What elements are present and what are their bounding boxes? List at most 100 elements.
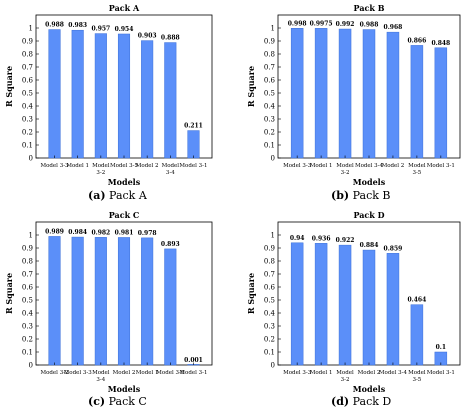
x-tick-label-c-4: Model 1: [136, 370, 159, 376]
x-tick-label-b-6: Model 3-1: [427, 163, 455, 169]
x-tick-label-b-2-1: 3-2: [341, 170, 350, 176]
bar-c-2: [94, 237, 107, 366]
chart-b: Pack B 0 0.1 0.2 0.3 0.4 0.5 0.6 0.7 0.8 0.9 1 R Squ…: [246, 3, 461, 187]
x-tick-label-a-0: Model 3-3: [40, 163, 69, 169]
data-label-d-0: 0.94: [290, 235, 305, 242]
x-tick-label-a-4: Model 2: [136, 163, 159, 169]
bar-b-6: [434, 47, 448, 159]
bar-a-1: [71, 29, 84, 159]
y-tick-label-d-10: 1: [271, 232, 275, 240]
x-tick-label-c-1: Model 3-3: [64, 370, 93, 376]
x-tick-label-c-3: Model 2: [113, 370, 136, 376]
data-label-a-3: 0.954: [115, 26, 134, 33]
y-tick-label-b-9: 0.9: [264, 38, 275, 46]
x-axis-label-b: Models: [353, 177, 386, 187]
bar-d-5: [410, 304, 424, 366]
y-tick-label-a-5: 0.5: [22, 90, 33, 98]
bar-c-5: [164, 248, 177, 366]
data-label-c-5: 0.893: [161, 241, 180, 248]
caption-d: (d) Pack D: [331, 395, 391, 408]
data-label-c-4: 0.978: [138, 230, 157, 237]
data-label-c-6: 0.001: [184, 357, 203, 364]
y-tick-label-c-3: 0.3: [22, 323, 33, 331]
bar-c-4: [141, 237, 154, 366]
y-tick-label-d-1: 0.1: [264, 349, 275, 357]
x-tick-label-d-3: Model 2: [358, 370, 381, 376]
x-axis-label-d: Models: [353, 384, 386, 394]
x-tick-label-a-5-1: 3-4: [166, 170, 175, 176]
data-label-b-6: 0.848: [431, 40, 450, 47]
x-tick-label-c-0: Model 3-2: [40, 370, 68, 376]
y-tick-label-b-5: 0.5: [264, 90, 275, 98]
y-tick-label-c-8: 0.8: [22, 258, 33, 266]
y-tick-label-c-4: 0.4: [22, 310, 34, 318]
y-tick-label-d-2: 0.2: [264, 336, 275, 344]
caption-a-text: Pack A: [109, 189, 147, 202]
y-axis-label-d: R Square: [246, 273, 256, 314]
data-label-a-5: 0.888: [161, 35, 180, 42]
y-axis-label-c: R Square: [4, 273, 14, 314]
y-tick-label-a-7: 0.7: [22, 64, 33, 72]
x-tick-label-c-5: Model 3-5: [156, 370, 185, 376]
y-tick-label-a-8: 0.8: [22, 51, 33, 59]
y-tick-label-b-0: 0: [271, 155, 275, 163]
y-tick-label-b-8: 0.8: [264, 51, 275, 59]
data-label-a-0: 0.988: [45, 22, 64, 29]
caption-a: (a) Pack A: [88, 189, 147, 202]
y-tick-label-d-8: 0.8: [264, 258, 275, 266]
bar-a-6: [187, 130, 200, 159]
data-label-a-6: 0.211: [184, 123, 203, 130]
bar-d-2: [338, 244, 352, 366]
caption-c-text: Pack C: [108, 395, 147, 408]
data-label-c-0: 0.989: [45, 228, 64, 235]
x-axis-label-c: Models: [108, 384, 141, 394]
chart-a: Pack A 0 0.1 0.2 0.3 0.4 0.5 0.6 0.7 0.8 0.9 1 R Squ…: [4, 3, 213, 187]
x-tick-label-d-5-1: 3-5: [412, 377, 421, 383]
data-label-d-1: 0.936: [312, 235, 331, 242]
bar-d-4: [386, 253, 400, 366]
bar-a-2: [94, 33, 107, 159]
bar-d-3: [362, 249, 376, 366]
data-label-a-2: 0.957: [91, 26, 110, 33]
x-tick-label-a-1: Model 1: [66, 163, 89, 169]
caption-c-letter: (c): [88, 395, 106, 408]
y-tick-label-a-6: 0.6: [22, 77, 34, 85]
y-tick-label-a-10: 1: [29, 25, 33, 33]
data-label-b-1: 0.9975: [310, 20, 333, 27]
bar-c-1: [71, 236, 84, 366]
data-label-a-4: 0.903: [138, 33, 157, 40]
chart-c: Pack C 0 0.1 0.2 0.3 0.4 0.5 0.6 0.7 0.8 0.9 1 R Squ…: [4, 210, 213, 394]
bar-c-0: [48, 236, 61, 366]
chart-d: Pack D 0 0.1 0.2 0.3 0.4 0.5 0.6 0.7 0.8 0.9 1 R Squ…: [246, 210, 461, 394]
y-tick-label-b-7: 0.7: [264, 64, 275, 72]
y-tick-label-a-4: 0.4: [22, 103, 34, 111]
chart-title-a: Pack A: [109, 3, 140, 13]
y-tick-label-d-5: 0.5: [264, 297, 275, 305]
caption-a-letter: (a): [88, 189, 106, 202]
chart-title-b: Pack B: [354, 3, 385, 13]
bar-a-4: [141, 40, 154, 159]
bar-d-1: [314, 243, 328, 366]
data-label-b-5: 0.866: [407, 37, 426, 44]
x-tick-label-d-0: Model 3-3: [283, 370, 312, 376]
y-tick-label-a-2: 0.2: [22, 129, 33, 137]
x-tick-label-b-1: Model 1: [310, 163, 333, 169]
chart-title-d: Pack D: [353, 210, 384, 220]
caption-d-text: Pack D: [352, 395, 392, 408]
x-tick-label-b-5-1: 3-5: [412, 170, 421, 176]
x-tick-label-b-3: Model 3-4: [355, 163, 384, 169]
data-label-c-2: 0.982: [91, 229, 110, 236]
bar-a-3: [117, 33, 131, 159]
y-tick-label-c-10: 1: [29, 232, 33, 240]
y-tick-label-d-6: 0.6: [264, 284, 276, 292]
x-tick-label-d-5-0: Model: [408, 370, 426, 376]
x-tick-label-a-5-0: Model: [162, 163, 180, 169]
caption-c: (c) Pack C: [88, 395, 147, 408]
y-axis-label-a: R Square: [4, 66, 14, 107]
bar-b-2: [338, 28, 352, 159]
data-label-d-4: 0.859: [384, 245, 403, 252]
data-label-b-3: 0.988: [360, 22, 379, 29]
y-tick-label-b-3: 0.3: [264, 116, 275, 124]
bar-b-3: [362, 29, 376, 159]
x-tick-label-a-3: Model 3-5: [110, 163, 139, 169]
